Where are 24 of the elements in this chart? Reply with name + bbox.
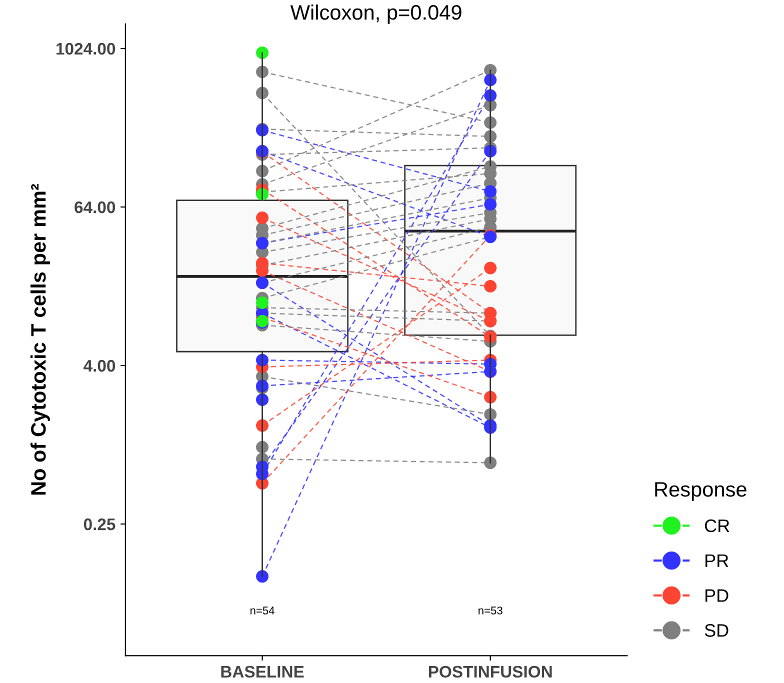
annotation: n=54 bbox=[250, 606, 274, 614]
legend-label: SD bbox=[704, 624, 728, 637]
point bbox=[484, 456, 497, 470]
y-axis-title: No of Cytotoxic T cells per mm² bbox=[30, 184, 50, 495]
point bbox=[484, 185, 497, 198]
legend-title: Response bbox=[655, 482, 746, 501]
point bbox=[484, 262, 497, 274]
annotation: n=53 bbox=[478, 606, 502, 614]
legend-label: PD bbox=[706, 589, 728, 602]
y-tick-label: 4.00 bbox=[84, 360, 116, 372]
x-tick-label: POSTINFUSION bbox=[428, 666, 552, 678]
legend-label: PR bbox=[706, 554, 728, 567]
point bbox=[484, 198, 497, 211]
y-tick-label: 1024.00 bbox=[56, 42, 116, 55]
point bbox=[256, 570, 269, 583]
point bbox=[256, 296, 269, 309]
legend-label: CR bbox=[704, 519, 730, 532]
point bbox=[256, 212, 269, 224]
point bbox=[256, 46, 269, 60]
x-tick-label: BASELINE bbox=[221, 666, 304, 678]
point bbox=[484, 280, 497, 293]
chart-title: Wilcoxon, p=0.049 bbox=[290, 4, 462, 24]
y-tick-label: 0.25 bbox=[84, 518, 116, 530]
y-tick-label: 64.00 bbox=[74, 201, 116, 214]
